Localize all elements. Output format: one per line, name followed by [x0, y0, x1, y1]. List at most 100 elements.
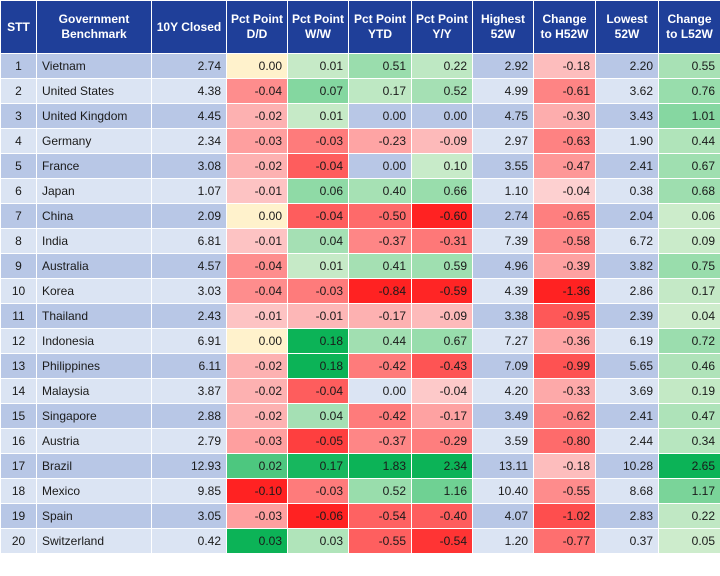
table-row[interactable]: 16 Austria 2.79 -0.03 -0.05 -0.37 -0.29 3.59 -0.…	[0, 428, 720, 454]
cell-high52w: 7.39	[472, 228, 534, 254]
cell-low52w: 2.04	[595, 203, 659, 229]
cell-chg-low52w: 0.34	[658, 428, 720, 454]
col-header-chg-high52w[interactable]: Change to H52W	[533, 0, 596, 54]
cell-country: Thailand	[36, 303, 152, 329]
col-header-low52w[interactable]: Lowest 52W	[595, 0, 659, 54]
table-row[interactable]: 4 Germany 2.34 -0.03 -0.03 -0.23 -0.09 2.97 -0.6…	[0, 128, 720, 154]
cell-yy: 0.67	[411, 328, 473, 354]
cell-dd: 0.00	[226, 53, 288, 79]
cell-yy: -0.40	[411, 503, 473, 529]
cell-low52w: 6.72	[595, 228, 659, 254]
col-header-yy[interactable]: Pct Point Y/Y	[411, 0, 473, 54]
cell-high52w: 2.97	[472, 128, 534, 154]
cell-country: United States	[36, 78, 152, 104]
cell-stt: 19	[0, 503, 37, 529]
cell-yy: -0.31	[411, 228, 473, 254]
cell-chg-high52w: -0.65	[533, 203, 596, 229]
cell-low52w: 2.41	[595, 403, 659, 429]
cell-chg-high52w: -0.18	[533, 53, 596, 79]
cell-stt: 9	[0, 253, 37, 279]
cell-chg-low52w: 0.22	[658, 503, 720, 529]
cell-dd: 0.00	[226, 203, 288, 229]
cell-ww: 0.01	[287, 253, 349, 279]
col-header-benchmark[interactable]: Government Benchmark	[36, 0, 152, 54]
header-row: STT Government Benchmark 10Y Closed Pct …	[0, 0, 720, 54]
table-row[interactable]: 19 Spain 3.05 -0.03 -0.06 -0.54 -0.40 4.07 -1.02…	[0, 503, 720, 529]
col-header-dd[interactable]: Pct Point D/D	[226, 0, 288, 54]
cell-stt: 6	[0, 178, 37, 204]
cell-low52w: 3.69	[595, 378, 659, 404]
table-row[interactable]: 3 United Kingdom 4.45 -0.02 0.01 0.00 0.00 4.75…	[0, 103, 720, 129]
cell-low52w: 3.82	[595, 253, 659, 279]
table-row[interactable]: 14 Malaysia 3.87 -0.02 -0.04 0.00 -0.04 4.20 -0.…	[0, 378, 720, 404]
cell-dd: -0.01	[226, 303, 288, 329]
table-row[interactable]: 1 Vietnam 2.74 0.00 0.01 0.51 0.22 2.92 -0.18 2.2…	[0, 53, 720, 79]
cell-chg-low52w: 0.17	[658, 278, 720, 304]
col-header-ytd[interactable]: Pct Point YTD	[348, 0, 412, 54]
table-row[interactable]: 11 Thailand 2.43 -0.01 -0.01 -0.17 -0.09 3.38 -0…	[0, 303, 720, 329]
cell-country: Japan	[36, 178, 152, 204]
cell-country: Malaysia	[36, 378, 152, 404]
cell-yy: 0.00	[411, 103, 473, 129]
col-header-closed[interactable]: 10Y Closed	[151, 0, 227, 54]
cell-dd: -0.02	[226, 403, 288, 429]
cell-chg-low52w: 0.68	[658, 178, 720, 204]
cell-closed: 4.38	[151, 78, 227, 104]
cell-ww: 0.01	[287, 103, 349, 129]
table-row[interactable]: 2 United States 4.38 -0.04 0.07 0.17 0.52 4.99-…	[0, 78, 720, 104]
cell-high52w: 10.40	[472, 478, 534, 504]
cell-chg-low52w: 2.65	[658, 453, 720, 479]
cell-closed: 1.07	[151, 178, 227, 204]
col-header-ww[interactable]: Pct Point W/W	[287, 0, 349, 54]
table-row[interactable]: 20 Switzerland 0.42 0.03 0.03 -0.55 -0.54 1.20-…	[0, 528, 720, 554]
cell-ww: -0.06	[287, 503, 349, 529]
cell-chg-low52w: 1.01	[658, 103, 720, 129]
col-header-chg-low52w[interactable]: Change to L52W	[658, 0, 720, 54]
cell-ytd: 0.17	[348, 78, 412, 104]
cell-closed: 3.87	[151, 378, 227, 404]
cell-ytd: -0.37	[348, 228, 412, 254]
table-row[interactable]: 6 Japan 1.07 -0.01 0.06 0.40 0.66 1.10 -0.04 0.38…	[0, 178, 720, 204]
cell-chg-low52w: 0.05	[658, 528, 720, 554]
cell-dd: -0.01	[226, 228, 288, 254]
cell-ytd: -0.23	[348, 128, 412, 154]
cell-chg-low52w: 0.67	[658, 153, 720, 179]
table-row[interactable]: 13 Philippines 6.11 -0.02 0.18 -0.42 -0.43 7.09…	[0, 353, 720, 379]
cell-chg-high52w: -0.63	[533, 128, 596, 154]
cell-chg-high52w: -0.04	[533, 178, 596, 204]
cell-dd: -0.04	[226, 278, 288, 304]
col-header-high52w[interactable]: Highest 52W	[472, 0, 534, 54]
col-header-stt[interactable]: STT	[0, 0, 37, 54]
table-row[interactable]: 8 India 6.81 -0.01 0.04 -0.37 -0.31 7.39 -0.58 6.…	[0, 228, 720, 254]
cell-country: Australia	[36, 253, 152, 279]
cell-dd: -0.04	[226, 78, 288, 104]
cell-low52w: 3.43	[595, 103, 659, 129]
cell-closed: 6.91	[151, 328, 227, 354]
cell-dd: -0.10	[226, 478, 288, 504]
cell-stt: 16	[0, 428, 37, 454]
table-row[interactable]: 5 France 3.08 -0.02 -0.04 0.00 0.10 3.55 -0.47 2.…	[0, 153, 720, 179]
cell-country: Spain	[36, 503, 152, 529]
cell-closed: 3.03	[151, 278, 227, 304]
table-row[interactable]: 18 Mexico 9.85 -0.10 -0.03 0.52 1.16 10.40 -0.55…	[0, 478, 720, 504]
table-row[interactable]: 10 Korea 3.03 -0.04 -0.03 -0.84 -0.59 4.39 -1.36…	[0, 278, 720, 304]
table-row[interactable]: 17 Brazil 12.93 0.02 0.17 1.83 2.34 13.11 -0.18 1…	[0, 453, 720, 479]
cell-yy: -0.04	[411, 378, 473, 404]
cell-chg-high52w: -0.36	[533, 328, 596, 354]
cell-high52w: 1.10	[472, 178, 534, 204]
table-row[interactable]: 15 Singapore 2.88 -0.02 0.04 -0.42 -0.17 3.49 -0…	[0, 403, 720, 429]
cell-ytd: 0.41	[348, 253, 412, 279]
cell-ww: -0.05	[287, 428, 349, 454]
cell-chg-low52w: 0.04	[658, 303, 720, 329]
cell-low52w: 1.90	[595, 128, 659, 154]
cell-country: Mexico	[36, 478, 152, 504]
cell-chg-low52w: 0.19	[658, 378, 720, 404]
cell-country: France	[36, 153, 152, 179]
cell-chg-low52w: 0.72	[658, 328, 720, 354]
table-row[interactable]: 12 Indonesia 6.91 0.00 0.18 0.44 0.67 7.27 -0.36…	[0, 328, 720, 354]
cell-ww: 0.18	[287, 328, 349, 354]
table-row[interactable]: 9 Australia 4.57 -0.04 0.01 0.41 0.59 4.96 -0.39…	[0, 253, 720, 279]
cell-closed: 4.57	[151, 253, 227, 279]
cell-high52w: 3.38	[472, 303, 534, 329]
table-row[interactable]: 7 China 2.09 0.00 -0.04 -0.50 -0.60 2.74 -0.65 2.…	[0, 203, 720, 229]
